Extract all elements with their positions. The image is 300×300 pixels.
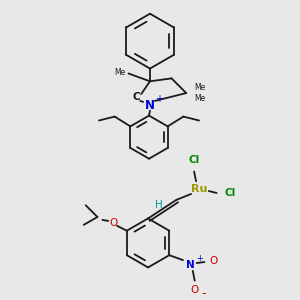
Text: O: O: [209, 256, 218, 266]
Text: H: H: [155, 200, 163, 210]
Text: +: +: [155, 94, 163, 104]
Text: Me: Me: [194, 83, 205, 92]
Text: N: N: [186, 260, 195, 270]
Text: O: O: [190, 286, 199, 296]
Text: -: -: [201, 287, 206, 300]
Text: Me: Me: [114, 68, 125, 77]
Text: +: +: [196, 254, 203, 262]
Text: O: O: [109, 218, 117, 228]
Text: N: N: [145, 99, 155, 112]
Text: Cl: Cl: [188, 155, 200, 165]
Text: Ru: Ru: [191, 184, 207, 194]
Text: Me: Me: [194, 94, 205, 103]
Text: C: C: [133, 92, 140, 102]
Text: Cl: Cl: [225, 188, 236, 198]
